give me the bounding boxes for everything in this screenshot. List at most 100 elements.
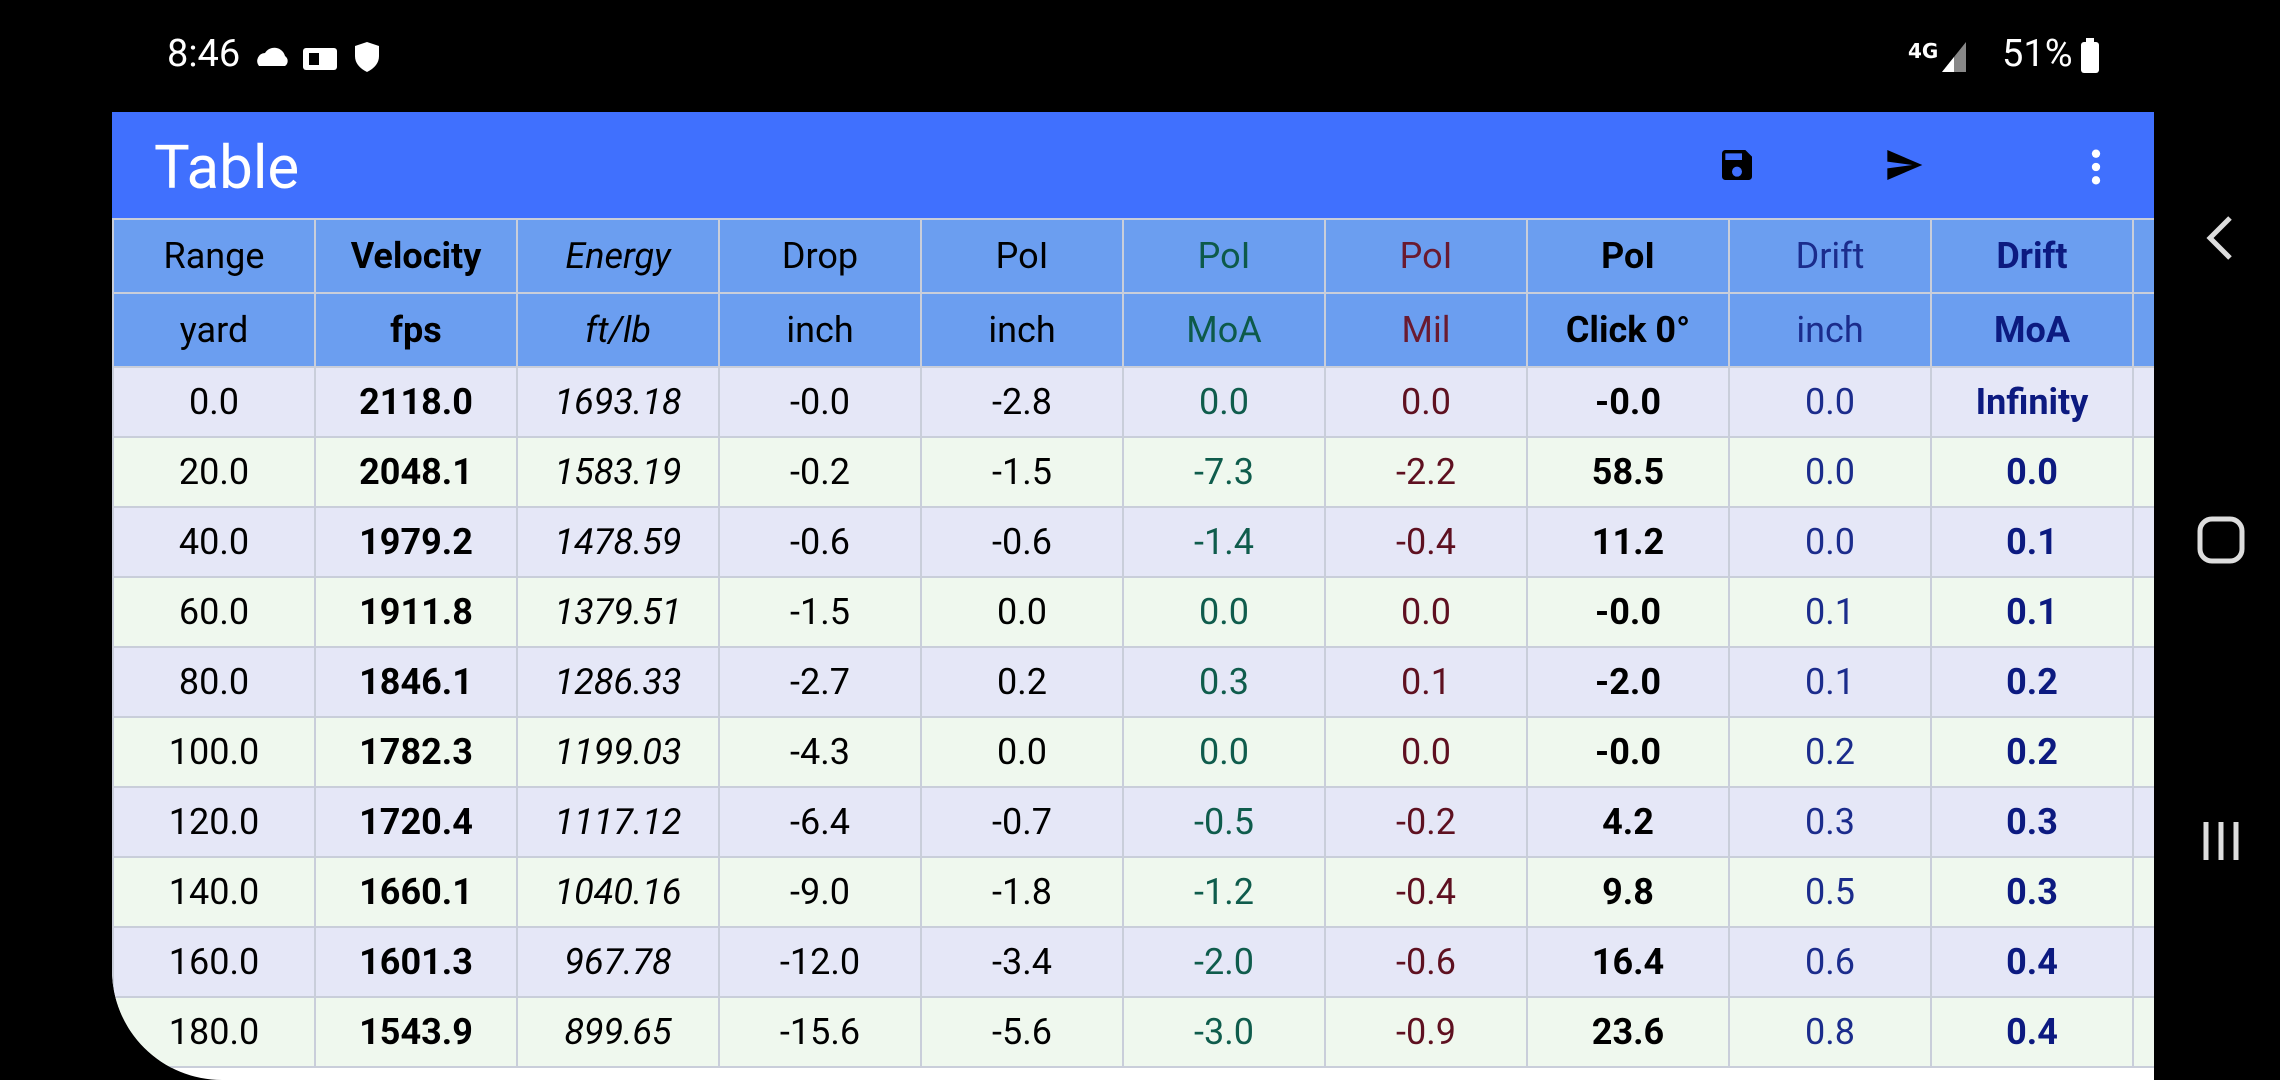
data-row: 60.0 1911.8 1379.51 -1.5 0.0 0.0 0.0 -0.0 0.1 0.1 (112, 576, 2154, 648)
table-cell: 1286.33 (516, 646, 720, 718)
table-cell: -0.6 (1324, 926, 1528, 998)
table-cell: 0.0 (1728, 506, 1932, 578)
table-cell: 899.65 (516, 996, 720, 1068)
table-cell: -7.3 (1122, 436, 1326, 508)
table-cell: 140.0 (112, 856, 316, 928)
status-icons (257, 42, 379, 72)
table-cell: Infinity (1930, 366, 2134, 438)
table-cell: 0.6 (1728, 926, 1932, 998)
table-cell: -2.2 (1324, 436, 1528, 508)
table-cell: 1720.4 (314, 786, 518, 858)
data-row: 0.0 2118.0 1693.18 -0.0 -2.8 0.0 0.0 -0.0 0.0 Inf… (112, 366, 2154, 438)
table-cell: 0.0 (1324, 576, 1528, 648)
table-cell: -5.6 (920, 996, 1124, 1068)
header-cell: PoI (1526, 218, 1730, 294)
table-cell: -0.4 (1324, 856, 1528, 928)
table-cell: -3.0 (1122, 996, 1326, 1068)
empty-cell (2132, 292, 2154, 368)
table-cell: 0.8 (1728, 996, 1932, 1068)
empty-cell (2132, 716, 2154, 788)
table-cell: 0.1 (1930, 506, 2134, 578)
table-cell: 0.4 (1930, 926, 2134, 998)
table-cell: 11.2 (1526, 506, 1730, 578)
table-cell: 0.0 (1122, 366, 1326, 438)
table-cell: -2.7 (718, 646, 922, 718)
table-cell: -0.6 (718, 506, 922, 578)
table-cell: 1040.16 (516, 856, 720, 928)
empty-cell (2132, 576, 2154, 648)
table-cell: -1.5 (920, 436, 1124, 508)
table-cell: 4.2 (1526, 786, 1730, 858)
table-cell: 1660.1 (314, 856, 518, 928)
table-cell: 40.0 (112, 506, 316, 578)
table-cell: 0.1 (1324, 646, 1528, 718)
nav-home[interactable] (2196, 515, 2246, 567)
table-cell: 0.0 (1324, 366, 1528, 438)
table-cell: -0.0 (718, 366, 922, 438)
table-cell: 0.3 (1930, 856, 2134, 928)
table-cell: 0.3 (1930, 786, 2134, 858)
data-row: 160.0 1601.3 967.78 -12.0 -3.4 -2.0 -0.6 16.4 0.… (112, 926, 2154, 998)
save-button[interactable] (1717, 145, 1757, 185)
header-cell: Velocity (314, 218, 518, 294)
unit-cell: Click 0° (1526, 292, 1730, 368)
header-cell: PoI (1122, 218, 1326, 294)
unit-cell: ft/lb (516, 292, 720, 368)
table-cell: -12.0 (718, 926, 922, 998)
table-cell: -0.9 (1324, 996, 1528, 1068)
app: Table Range Velocity Energy Drop PoI PoI PoI Po… (112, 112, 2154, 1080)
unit-cell: MoA (1930, 292, 2134, 368)
table-cell: 1583.19 (516, 436, 720, 508)
table-cell: -0.0 (1526, 366, 1730, 438)
table-cell: 80.0 (112, 646, 316, 718)
unit-cell: fps (314, 292, 518, 368)
unit-cell: inch (718, 292, 922, 368)
table-cell: 0.0 (1728, 366, 1932, 438)
table-cell: -1.5 (718, 576, 922, 648)
header-cell: Energy (516, 218, 720, 294)
data-row: 180.0 1543.9 899.65 -15.6 -5.6 -3.0 -0.9 23.6 0.… (112, 996, 2154, 1068)
table-cell: -4.3 (718, 716, 922, 788)
table-cell: -0.7 (920, 786, 1124, 858)
table-cell: 0.0 (1728, 436, 1932, 508)
empty-cell (2132, 786, 2154, 858)
app-bar: Table (112, 112, 2154, 218)
table-cell: 0.2 (1930, 646, 2134, 718)
nav-back[interactable] (2196, 210, 2246, 266)
data-row: 40.0 1979.2 1478.59 -0.6 -0.6 -1.4 -0.4 11.2 0.0… (112, 506, 2154, 578)
table-cell: 23.6 (1526, 996, 1730, 1068)
table-cell: 0.2 (1930, 716, 2134, 788)
table-cell: -0.6 (920, 506, 1124, 578)
unit-row: yard fps ft/lb inch inch MoA Mil Click 0° inch Mo… (112, 292, 2154, 368)
send-button[interactable] (1882, 145, 1926, 185)
header-cell: Range (112, 218, 316, 294)
table-cell: -0.0 (1526, 576, 1730, 648)
table-cell: -1.4 (1122, 506, 1326, 578)
table-cell: 9.8 (1526, 856, 1730, 928)
ballistic-table: Range Velocity Energy Drop PoI PoI PoI PoI Drift… (112, 218, 2154, 1068)
unit-cell: inch (1728, 292, 1932, 368)
unit-cell: MoA (1122, 292, 1326, 368)
unit-cell: inch (920, 292, 1124, 368)
table-cell: -15.6 (718, 996, 922, 1068)
table-cell: -1.2 (1122, 856, 1326, 928)
empty-cell (2132, 436, 2154, 508)
nav-recents[interactable] (2196, 818, 2246, 864)
table-cell: 0.0 (920, 716, 1124, 788)
data-row: 80.0 1846.1 1286.33 -2.7 0.2 0.3 0.1 -2.0 0.1 0.2 (112, 646, 2154, 718)
empty-cell (2132, 366, 2154, 438)
table-cell: 0.1 (1728, 646, 1932, 718)
table-cell: 180.0 (112, 996, 316, 1068)
table-cell: 20.0 (112, 436, 316, 508)
table-cell: 1693.18 (516, 366, 720, 438)
empty-cell (2132, 856, 2154, 928)
battery-icon (2081, 38, 2099, 73)
table-cell: 0.0 (1930, 436, 2134, 508)
table-cell: 0.5 (1728, 856, 1932, 928)
table-cell: 2118.0 (314, 366, 518, 438)
table-cell: -0.0 (1526, 716, 1730, 788)
more-button[interactable] (2076, 145, 2116, 189)
empty-cell (2132, 506, 2154, 578)
data-row: 100.0 1782.3 1199.03 -4.3 0.0 0.0 0.0 -0.0 0.2 0.… (112, 716, 2154, 788)
